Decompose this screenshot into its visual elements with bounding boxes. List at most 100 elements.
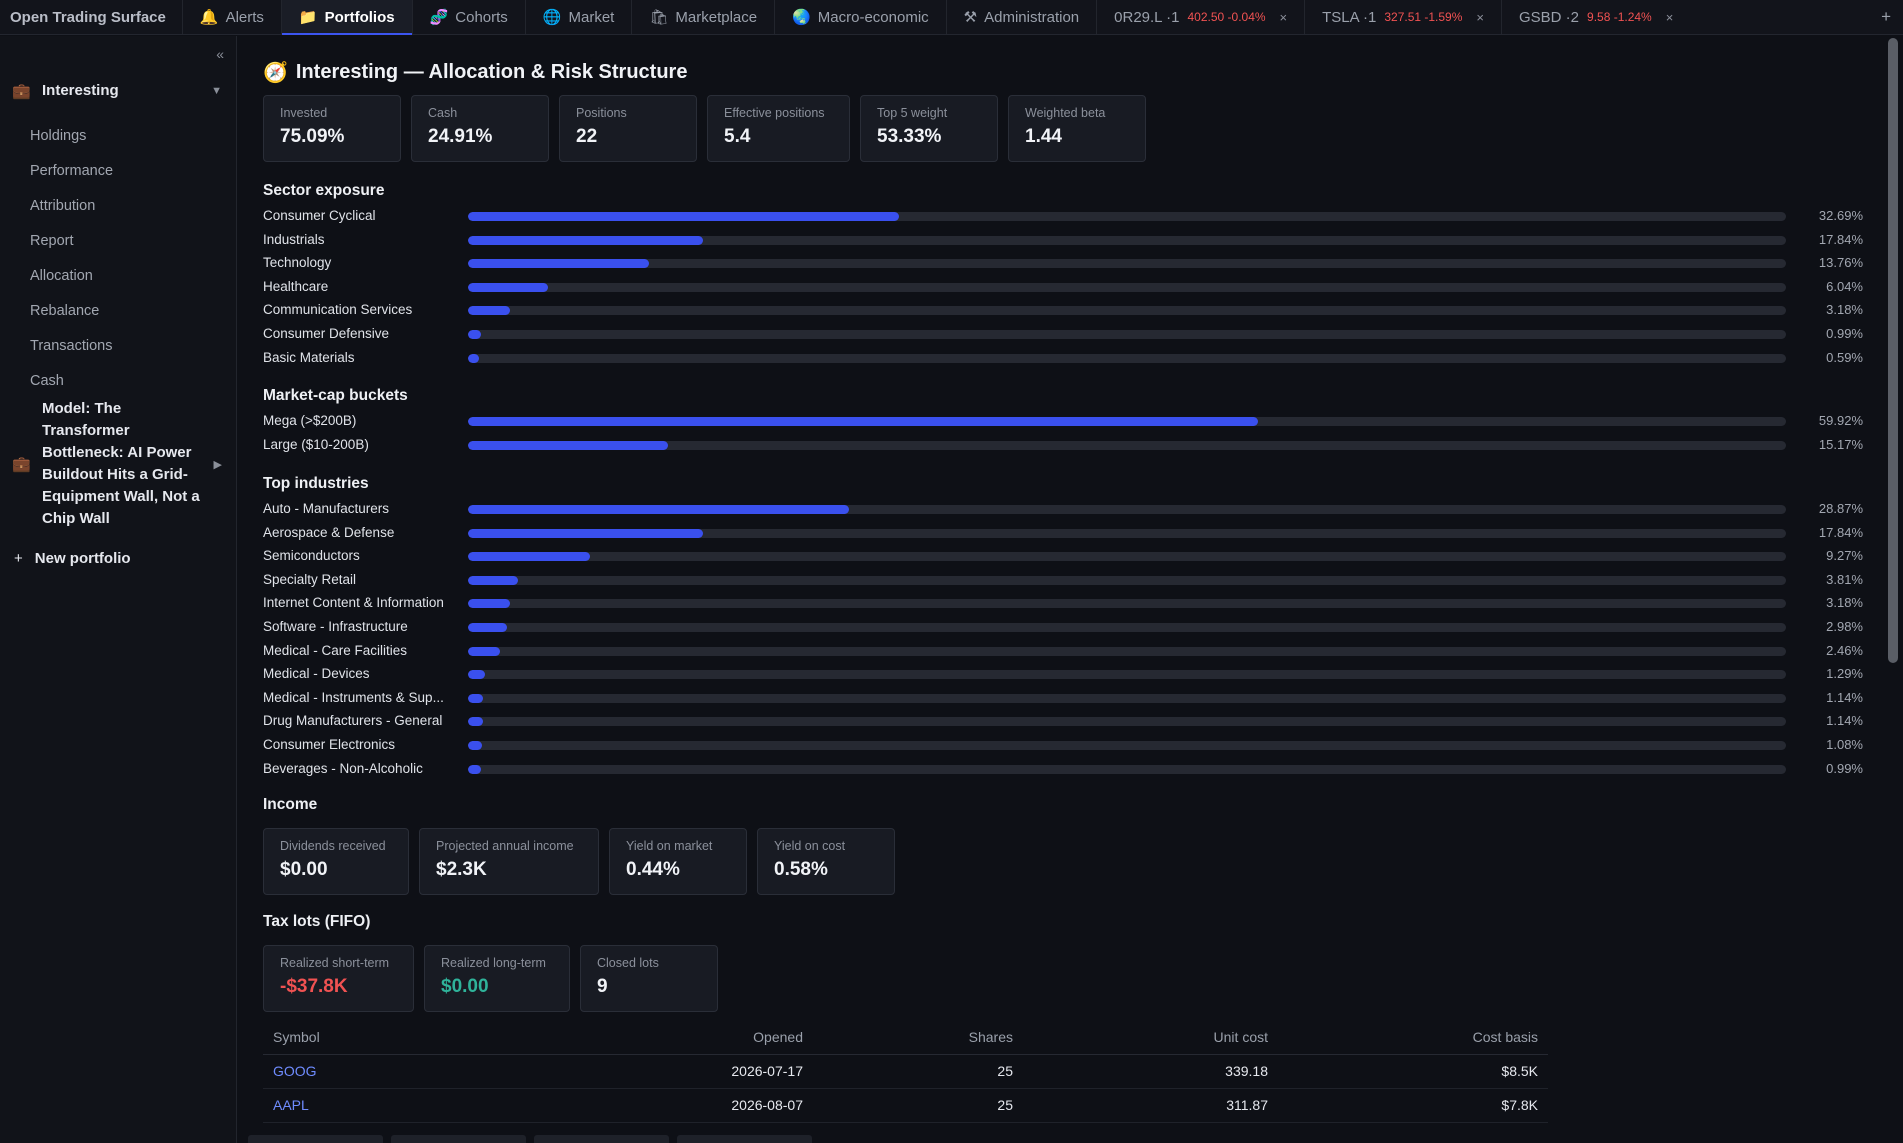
kpi-value: 9 — [597, 976, 608, 997]
caret-right-icon[interactable]: ▶ — [213, 458, 222, 471]
bar-row: Basic Materials 0.59% — [263, 349, 1863, 367]
bar-percent: 59.92% — [1818, 413, 1863, 428]
bar-track — [468, 440, 1786, 450]
bar-row: Drug Manufacturers - General 1.14% — [263, 712, 1863, 730]
bar-label: Basic Materials — [263, 349, 355, 365]
bar-percent: 1.14% — [1826, 689, 1863, 705]
kpi-value: $0.00 — [280, 859, 328, 880]
sidebar-item-report[interactable]: Report — [30, 233, 74, 249]
sidebar-item-allocation[interactable]: Allocation — [30, 268, 93, 284]
tab-label: Marketplace — [675, 8, 758, 26]
bar-label: Consumer Defensive — [263, 326, 390, 341]
bell-icon: 🔔 — [199, 9, 219, 26]
tab-cohorts[interactable]: 🧬 Cohorts — [411, 0, 525, 34]
bar-fill — [468, 505, 849, 514]
bar-fill — [468, 623, 508, 632]
column-header[interactable]: Symbol — [263, 1020, 583, 1055]
close-icon[interactable]: × — [1476, 9, 1484, 25]
cell-cost-basis: $7.8K — [1278, 1088, 1548, 1123]
kpi-label: Projected annual income — [436, 839, 574, 853]
kpi-value: 0.58% — [774, 859, 828, 880]
bar-fill — [468, 440, 668, 450]
kpi-card: Realized short-term -$37.8K — [263, 945, 414, 1012]
tab-macro-economic[interactable]: 🌏 Macro-economic — [774, 0, 946, 34]
portfolio-model[interactable]: 💼 Model: The Transformer Bottleneck: AI Po… — [12, 398, 222, 530]
tab-marketplace[interactable]: 🛍 Marketplace — [631, 0, 774, 34]
sidebar-item-transactions[interactable]: Transactions — [30, 338, 113, 354]
bar-label: Internet Content & Information — [263, 595, 444, 611]
bar-label: Auto - Manufacturers — [263, 501, 390, 516]
ticker-tab[interactable]: GSBD ·2 9.58 -1.24% × — [1501, 0, 1690, 34]
sidebar-item-holdings[interactable]: Holdings — [30, 128, 87, 144]
column-header[interactable]: Cost basis — [1278, 1020, 1548, 1055]
bar-row: Consumer Defensive 0.99% — [263, 325, 1863, 343]
symbol-link[interactable]: GOOG — [263, 1054, 583, 1089]
tab-label: Cohorts — [455, 8, 508, 26]
tab-alerts[interactable]: 🔔 Alerts — [181, 0, 281, 34]
kpi-card: Yield on market 0.44% — [609, 828, 747, 895]
bar-row: Consumer Electronics 1.08% — [263, 736, 1863, 754]
bar-label: Semiconductors — [263, 548, 360, 564]
new-portfolio-button[interactable]: + New portfolio — [14, 550, 131, 567]
bar-track — [468, 528, 1786, 538]
sidebar-item-attribution[interactable]: Attribution — [30, 198, 96, 214]
scrollbar[interactable] — [1888, 38, 1898, 663]
portfolio-name-line: Bottleneck: AI Power — [42, 444, 192, 461]
bar-label: Consumer Electronics — [263, 737, 396, 752]
add-tab-icon[interactable]: + — [1881, 7, 1891, 26]
bar-row: Medical - Care Facilities 2.46% — [263, 642, 1863, 660]
bar-fill — [468, 353, 479, 363]
kpi-label: Closed lots — [597, 956, 659, 970]
kpi-label: Cash — [428, 106, 458, 120]
bar-label: Drug Manufacturers - General — [263, 713, 443, 729]
table-row: AAPL 2026-08-07 25 311.87 $7.8K — [263, 1088, 1548, 1123]
bar-label: Mega (>$200B) — [263, 413, 357, 428]
bar-row: Mega (>$200B) 59.92% — [263, 412, 1863, 430]
kpi-value: 75.09% — [280, 126, 345, 147]
close-icon[interactable]: × — [1665, 9, 1674, 25]
close-icon[interactable]: × — [1279, 9, 1288, 25]
bar-row: Beverages - Non-Alcoholic 0.99% — [263, 760, 1863, 778]
kpi-card: Top 5 weight 53.33% — [860, 95, 998, 162]
kpi-value: 53.33% — [877, 126, 942, 147]
sidebar-item-cash[interactable]: Cash — [30, 373, 64, 389]
column-header[interactable]: Opened — [583, 1020, 813, 1055]
ticker-label: 0R29.L ·1 — [1114, 8, 1180, 26]
sidebar-item-rebalance[interactable]: Rebalance — [30, 303, 100, 319]
bar-track — [468, 353, 1786, 363]
kpi-label: Positions — [576, 106, 627, 120]
ticker-tab[interactable]: TSLA ·1 327.51 -1.59% × — [1304, 0, 1501, 34]
table-row: GOOG 2026-07-17 25 339.18 $8.5K — [263, 1054, 1548, 1089]
portfolio-name-line: Model: The — [42, 400, 122, 417]
summary-cards: Invested 75.09% Cash 24.91% Positions 22 Effec… — [263, 95, 1146, 162]
bar-percent: 15.17% — [1818, 436, 1863, 452]
bar-fill — [468, 575, 519, 585]
collapse-sidebar-icon[interactable]: « — [216, 46, 224, 62]
caret-down-icon[interactable]: ▼ — [211, 85, 222, 97]
column-header[interactable]: Unit cost — [1023, 1020, 1278, 1055]
main-content: 🧭 Interesting — Allocation & Risk Struct… — [238, 36, 1888, 1143]
sidebar-item-performance[interactable]: Performance — [30, 163, 114, 179]
symbol-link[interactable]: AAPL — [263, 1088, 583, 1123]
cell-unit-cost: 339.18 — [1023, 1054, 1278, 1089]
tab-market[interactable]: 🌐 Market — [524, 0, 632, 34]
ticker-price: 402.50 -0.04% — [1187, 10, 1266, 24]
bar-track — [468, 764, 1786, 774]
tab-portfolios[interactable]: 📁 Portfolios — [280, 0, 412, 35]
column-header[interactable]: Shares — [813, 1020, 1023, 1055]
cell-shares: 25 — [813, 1054, 1023, 1089]
bar-percent: 1.08% — [1826, 737, 1863, 752]
cell-unit-cost: 311.87 — [1023, 1088, 1278, 1123]
bar-label: Medical - Care Facilities — [263, 642, 408, 658]
kpi-card: Closed lots 9 — [580, 945, 718, 1012]
tab-administration[interactable]: ⚒ Administration — [945, 0, 1097, 34]
bar-track — [468, 505, 1786, 514]
kpi-card: Projected annual income $2.3K — [419, 828, 599, 895]
briefcase-icon: 💼 — [12, 456, 31, 473]
bar-track — [468, 306, 1786, 316]
portfolio-interesting[interactable]: 💼 Interesting ▼ — [12, 80, 222, 102]
bar-percent: 3.18% — [1826, 302, 1863, 318]
portfolio-name: Model: The Transformer Bottleneck: AI Powe… — [42, 398, 200, 530]
bar-track — [468, 417, 1786, 426]
ticker-tab[interactable]: 0R29.L ·1 402.50 -0.04% × — [1096, 0, 1304, 34]
